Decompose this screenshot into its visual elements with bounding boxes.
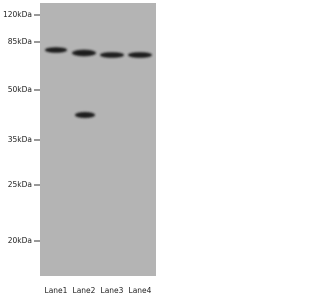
lane-label: Lane4 bbox=[129, 286, 152, 295]
marker-ticks bbox=[34, 14, 40, 242]
page: 120kDa 85kDa 50kDa 35kDa 25kDa 20kDa Lan… bbox=[2, 3, 156, 295]
marker-label: 20kDa bbox=[8, 236, 32, 245]
lane-label: Lane2 bbox=[73, 286, 96, 295]
lane-label: Lane3 bbox=[101, 286, 124, 295]
band bbox=[100, 52, 124, 58]
band bbox=[72, 49, 96, 57]
marker-label: 25kDa bbox=[8, 180, 32, 189]
marker-label: 85kDa bbox=[8, 37, 32, 46]
marker-label: 35kDa bbox=[8, 135, 32, 144]
band bbox=[75, 112, 95, 118]
band bbox=[45, 47, 67, 53]
marker-label: 120kDa bbox=[3, 10, 32, 19]
marker-label: 50kDa bbox=[8, 85, 32, 94]
lane-label: Lane1 bbox=[45, 286, 68, 295]
bands bbox=[45, 47, 152, 118]
membrane bbox=[40, 3, 156, 276]
band bbox=[128, 52, 152, 58]
western-blot: 120kDa 85kDa 50kDa 35kDa 25kDa 20kDa Lan… bbox=[3, 3, 156, 295]
